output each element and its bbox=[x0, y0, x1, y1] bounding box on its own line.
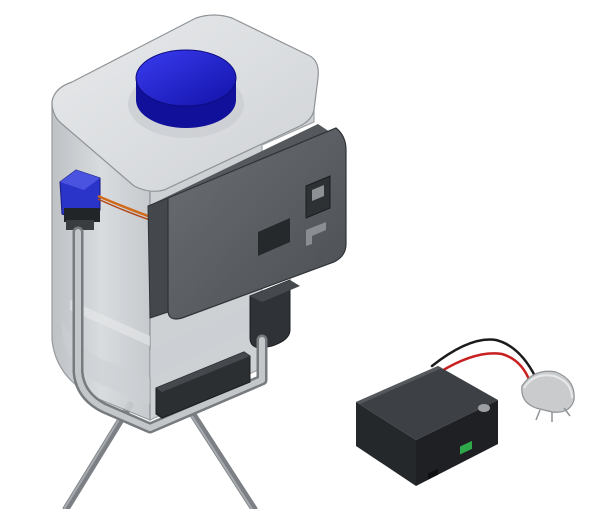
pump-motor bbox=[249, 279, 300, 349]
tripod-legs bbox=[62, 401, 258, 509]
base-block bbox=[155, 351, 251, 419]
display-window bbox=[258, 218, 290, 256]
sensor-pod bbox=[521, 370, 575, 422]
outlet-tubing bbox=[72, 226, 268, 434]
controller-box bbox=[356, 366, 498, 486]
servo bbox=[59, 169, 101, 230]
controller-button bbox=[478, 404, 490, 412]
control-housing bbox=[147, 124, 347, 320]
green-connector bbox=[460, 440, 472, 455]
fill-cap bbox=[128, 49, 244, 138]
power-port bbox=[428, 468, 438, 480]
controller-wires bbox=[430, 338, 538, 384]
